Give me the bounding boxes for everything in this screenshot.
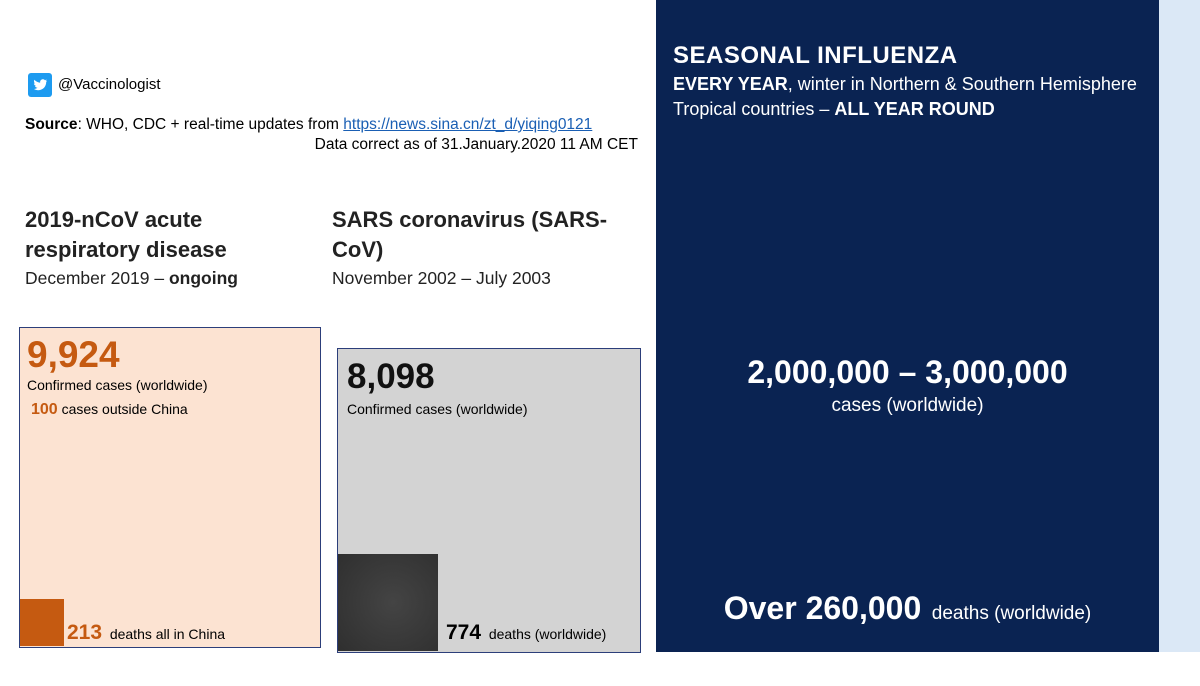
influenza-every-year: EVERY YEAR (673, 74, 788, 94)
ncov-deaths-square (20, 599, 64, 646)
ncov-period-status: ongoing (168, 268, 238, 288)
influenza-cases-number: 2,000,000 – 3,000,000 (747, 354, 1068, 390)
sars-deaths-number: 774 (446, 621, 482, 644)
sars-deaths: 774 deaths (worldwide) (446, 621, 606, 645)
sars-deaths-square (338, 554, 438, 651)
sars-period: November 2002 – July 2003 (332, 268, 551, 288)
influenza-all-year: ALL YEAR ROUND (834, 99, 995, 119)
influenza-title: SEASONAL INFLUENZA (673, 42, 958, 69)
ncov-period-start: December 2019 – (25, 268, 169, 288)
influenza-deaths-number: Over 260,000 (723, 590, 922, 626)
influenza-tropical-line: Tropical countries – ALL YEAR ROUND (673, 99, 995, 120)
ncov-deaths: 213 deaths all in China (67, 621, 225, 645)
influenza-deaths: Over 260,000 deaths (worldwide) (656, 590, 1159, 627)
influenza-panel (656, 0, 1159, 652)
ncov-outside-china: 100 cases outside China (31, 401, 188, 419)
ncov-title: 2019-nCoV acute respiratory disease (25, 207, 227, 262)
sars-deaths-label: deaths (worldwide) (488, 626, 607, 642)
source-label: Source (25, 116, 78, 133)
twitter-handle: @Vaccinologist (58, 76, 161, 93)
source-note: Source: WHO, CDC + real-time updates fro… (25, 115, 638, 155)
ncov-deaths-label: deaths all in China (109, 626, 226, 642)
source-link[interactable]: https://news.sina.cn/zt_d/yiqing0121 (343, 116, 593, 133)
ncov-outside-number: 100 (31, 401, 58, 418)
ncov-cases-label: Confirmed cases (worldwide) (27, 377, 208, 393)
influenza-season-line: EVERY YEAR, winter in Northern & Souther… (673, 74, 1137, 95)
ncov-cases-box (19, 327, 321, 648)
twitter-icon (28, 73, 52, 97)
sars-cases-number: 8,098 (347, 357, 435, 396)
ncov-cases-number: 9,924 (27, 334, 120, 375)
sars-title: SARS coronavirus (SARS-CoV) (332, 207, 608, 262)
influenza-cases-label: cases (worldwide) (831, 395, 984, 416)
ncov-outside-label: cases outside China (57, 401, 188, 417)
source-text: : WHO, CDC + real-time updates from (77, 116, 344, 133)
influenza-tropical-text: Tropical countries – (673, 99, 835, 119)
influenza-side-strip (1159, 0, 1200, 652)
influenza-hemisphere-text: , winter in Northern & Southern Hemisphe… (787, 74, 1137, 94)
sars-cases-label: Confirmed cases (worldwide) (347, 401, 528, 417)
data-correct-note: Data correct as of 31.January.2020 11 AM… (314, 136, 638, 153)
ncov-deaths-number: 213 (67, 621, 103, 644)
ncov-period: December 2019 – ongoing (25, 268, 238, 289)
influenza-deaths-label: deaths (worldwide) (931, 603, 1092, 624)
